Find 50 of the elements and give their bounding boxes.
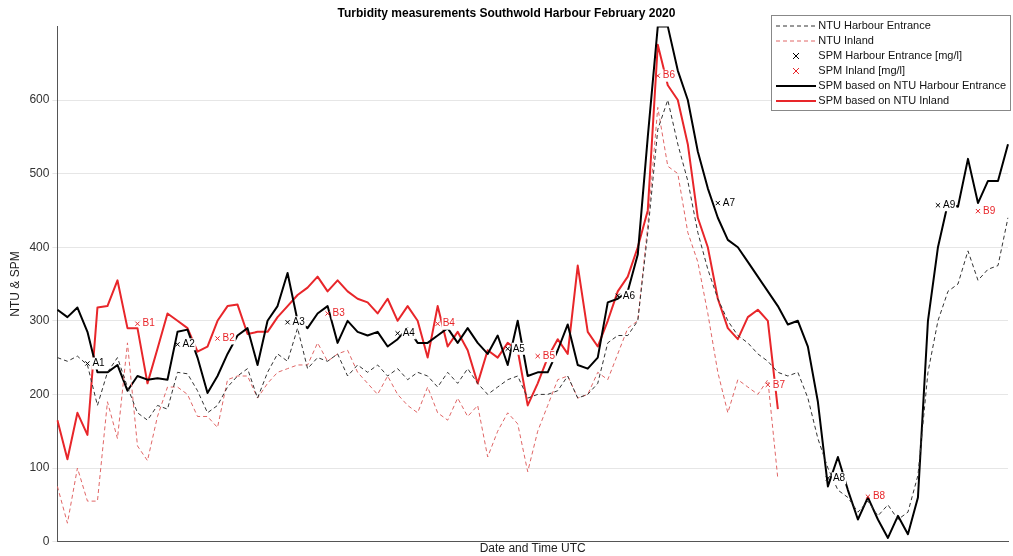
point: [284, 319, 291, 325]
point: [324, 310, 331, 317]
chart-title: Turbidity measurements Southwold Harbour February 2020: [337, 5, 676, 20]
y-tick-label: 500: [29, 165, 50, 180]
point: [655, 73, 661, 79]
y-tick-label: 100: [29, 460, 50, 475]
point: [975, 208, 981, 214]
legend-label: SPM Harbour Entrance [mg/l]: [818, 48, 962, 63]
data-label: A3: [292, 316, 306, 328]
point: [865, 494, 871, 500]
data-label: A6: [622, 289, 636, 301]
data-label: A7: [722, 196, 736, 208]
data-label: A2: [182, 338, 196, 350]
point: [134, 321, 141, 327]
data-label: A4: [402, 327, 416, 339]
point: [935, 202, 941, 208]
data-label: B9: [982, 204, 996, 216]
point: [825, 475, 831, 481]
data-label: A8: [832, 472, 846, 484]
data-label: B2: [222, 332, 236, 344]
data-label: B5: [542, 349, 556, 361]
data-label: B7: [772, 378, 786, 390]
y-tick-label: 400: [29, 239, 50, 254]
legend-label: SPM based on NTU Inland: [818, 93, 950, 108]
point: [505, 346, 511, 352]
point: [435, 321, 441, 327]
legend-label: NTU Inland: [818, 33, 874, 48]
legend-label: SPM based on NTU Harbour Entrance: [818, 78, 1006, 93]
data-label: A1: [92, 357, 106, 369]
data-label: B8: [872, 490, 886, 502]
point: [715, 200, 721, 206]
y-tick-label: 0: [42, 533, 50, 548]
point: [615, 293, 621, 299]
data-label: A9: [942, 199, 956, 210]
y-axis-title: NTU & SPM: [7, 251, 22, 317]
data-label: B4: [442, 317, 456, 329]
data-label: B6: [662, 69, 676, 81]
point: [84, 360, 91, 367]
point: [174, 341, 181, 347]
y-tick-label: 300: [29, 313, 50, 328]
x-axis-title: Date and Time UTC: [479, 541, 587, 556]
data-label: B3: [332, 307, 346, 319]
point: [535, 353, 541, 359]
data-label: B1: [142, 317, 156, 329]
point: [395, 330, 401, 336]
y-tick-label: 200: [29, 386, 50, 401]
legend-label: SPM Inland [mg/l]: [818, 63, 906, 78]
y-tick-label: 600: [29, 92, 50, 107]
data-label: A5: [512, 342, 526, 354]
legend-label: NTU Harbour Entrance: [818, 18, 931, 33]
